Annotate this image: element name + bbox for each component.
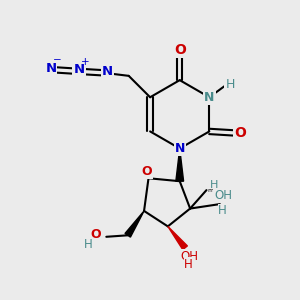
Polygon shape — [125, 211, 144, 237]
Text: N: N — [45, 62, 56, 75]
Polygon shape — [176, 148, 184, 181]
Text: H: H — [83, 238, 92, 251]
Text: H: H — [184, 258, 193, 271]
Text: O: O — [142, 165, 152, 178]
Text: H: H — [218, 204, 227, 217]
Text: OH: OH — [181, 250, 199, 262]
Text: O: O — [234, 126, 246, 140]
Polygon shape — [168, 226, 188, 250]
Text: N: N — [204, 91, 214, 104]
Text: O: O — [91, 228, 101, 241]
Text: N: N — [74, 63, 85, 76]
Text: +: + — [81, 57, 90, 67]
Text: N: N — [102, 65, 113, 78]
Text: methyl: methyl — [207, 188, 229, 193]
Text: N: N — [175, 142, 185, 155]
Text: OH: OH — [214, 189, 232, 202]
Text: H: H — [210, 180, 218, 190]
Text: O: O — [174, 43, 186, 56]
Text: −: − — [52, 56, 61, 65]
Text: H: H — [225, 78, 235, 91]
